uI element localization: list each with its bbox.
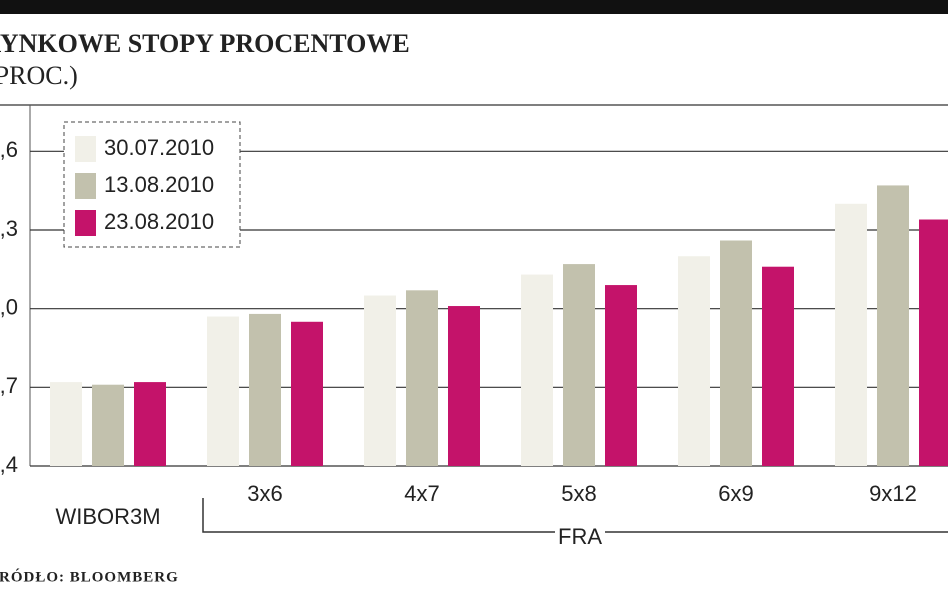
x-tick-label: WIBOR3M bbox=[55, 504, 160, 529]
legend-swatch bbox=[75, 210, 96, 236]
chart-title: RYNKOWE STOPY PROCENTOWE bbox=[0, 29, 410, 58]
legend-swatch bbox=[75, 136, 96, 162]
legend-label: 13.08.2010 bbox=[104, 172, 214, 197]
y-tick-label: 3,0 bbox=[0, 294, 18, 319]
bar bbox=[249, 313, 281, 466]
bar bbox=[364, 295, 396, 466]
y-tick-label: 2,7 bbox=[0, 373, 18, 398]
bar bbox=[50, 382, 82, 466]
bar bbox=[605, 285, 637, 466]
x-tick-label: 5x8 bbox=[561, 481, 596, 506]
x-tick-label: 6x9 bbox=[718, 481, 753, 506]
top-bar bbox=[0, 0, 948, 14]
bar bbox=[720, 240, 752, 466]
bar bbox=[92, 384, 124, 466]
bar bbox=[877, 185, 909, 466]
legend-label: 23.08.2010 bbox=[104, 209, 214, 234]
legend-label: 30.07.2010 bbox=[104, 135, 214, 160]
x-tick-label: 3x6 bbox=[247, 481, 282, 506]
chart-subtitle: (PROC.) bbox=[0, 61, 78, 90]
bar bbox=[291, 321, 323, 466]
group-bracket bbox=[202, 498, 948, 533]
group-label: FRA bbox=[558, 524, 602, 549]
legend-swatch bbox=[75, 173, 96, 199]
x-tick-label: 4x7 bbox=[404, 481, 439, 506]
bar bbox=[919, 219, 948, 466]
bar bbox=[835, 203, 867, 466]
source: ŹRÓDŁO: BLOOMBERG bbox=[0, 568, 179, 585]
bar bbox=[521, 274, 553, 466]
y-tick-label: 3,6 bbox=[0, 137, 18, 162]
y-tick-label: 3,3 bbox=[0, 216, 18, 241]
bar bbox=[448, 306, 480, 466]
bar bbox=[563, 264, 595, 466]
bar bbox=[762, 266, 794, 466]
x-tick-label: 9x12 bbox=[869, 481, 917, 506]
bar bbox=[207, 316, 239, 466]
group-label-bg bbox=[555, 526, 605, 540]
y-tick-label: 2,4 bbox=[0, 452, 18, 477]
bar bbox=[678, 256, 710, 466]
bar bbox=[406, 290, 438, 466]
bar bbox=[134, 382, 166, 466]
